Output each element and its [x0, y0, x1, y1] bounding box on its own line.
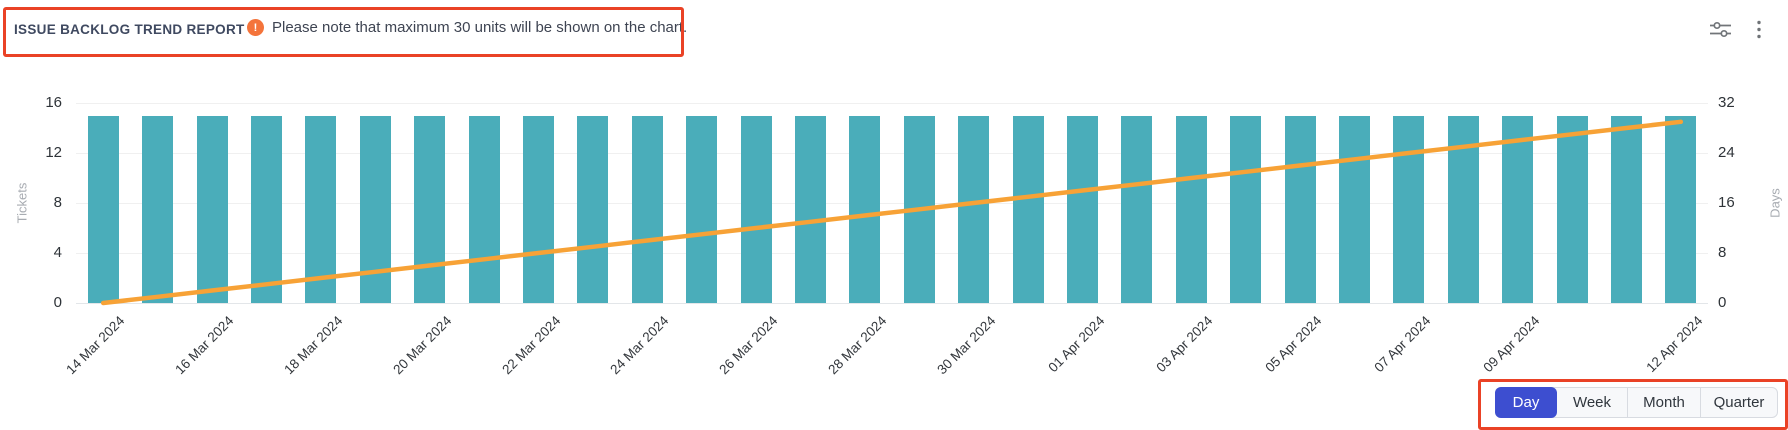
bar[interactable] [1665, 115, 1697, 303]
bar[interactable] [522, 115, 554, 303]
x-axis-tick-label: 16 Mar 2024 [172, 313, 237, 378]
page-title: ISSUE BACKLOG TREND REPORT [14, 22, 245, 37]
x-axis-tick-label: 20 Mar 2024 [390, 313, 455, 378]
x-axis-tick-label: 03 Apr 2024 [1153, 313, 1216, 376]
bar[interactable] [631, 115, 663, 303]
filter-sliders-button[interactable] [1707, 16, 1734, 43]
left-axis-tick-label: 4 [53, 244, 62, 261]
bar[interactable] [1230, 115, 1262, 303]
bar[interactable] [686, 115, 718, 303]
left-axis-tick-label: 16 [45, 94, 62, 111]
bar[interactable] [1556, 115, 1588, 303]
period-button-quarter[interactable]: Quarter [1700, 388, 1777, 417]
x-axis-tick-label: 30 Mar 2024 [934, 313, 999, 378]
bar[interactable] [468, 115, 500, 303]
period-button-day[interactable]: Day [1495, 387, 1557, 418]
x-axis-tick-label: 09 Apr 2024 [1480, 313, 1543, 376]
filter-sliders-icon [1710, 21, 1731, 38]
kebab-menu-icon [1757, 20, 1761, 39]
x-axis-tick-label: 14 Mar 2024 [63, 313, 128, 378]
bar[interactable] [1175, 115, 1207, 303]
bar[interactable] [359, 115, 391, 303]
period-button-week[interactable]: Week [1557, 388, 1627, 417]
bar[interactable] [305, 115, 337, 303]
bar[interactable] [794, 115, 826, 303]
bar[interactable] [740, 115, 772, 303]
x-axis-tick-label: 22 Mar 2024 [498, 313, 564, 378]
bar[interactable] [414, 115, 446, 303]
x-axis-tick-label: 12 Apr 2024 [1643, 313, 1706, 376]
gridline [76, 103, 1708, 104]
bar[interactable] [1338, 115, 1370, 303]
gridline [76, 303, 1708, 304]
left-axis-tick-label: 12 [45, 144, 62, 161]
bar[interactable] [1447, 115, 1479, 303]
x-axis-tick-label: 07 Apr 2024 [1371, 313, 1434, 376]
x-axis-tick-label: 05 Apr 2024 [1262, 313, 1325, 376]
period-switcher: Day Week Month Quarter [1495, 387, 1778, 418]
bar[interactable] [903, 115, 935, 303]
bar[interactable] [142, 115, 174, 303]
right-axis-tick-label: 0 [1718, 294, 1727, 311]
bar[interactable] [196, 115, 228, 303]
x-axis-tick-label: 24 Mar 2024 [607, 313, 672, 378]
x-axis-tick-label: 18 Mar 2024 [281, 313, 346, 378]
right-axis-tick-label: 24 [1718, 144, 1735, 161]
bar[interactable] [1012, 115, 1044, 303]
bar[interactable] [577, 115, 609, 303]
right-axis-tick-label: 16 [1718, 194, 1735, 211]
left-axis-tick-label: 8 [53, 194, 62, 211]
card-toolbar [1707, 16, 1764, 43]
bar[interactable] [1502, 115, 1534, 303]
bar[interactable] [849, 115, 881, 303]
right-axis-tick-label: 8 [1718, 244, 1727, 261]
kebab-menu-button[interactable] [1754, 16, 1764, 43]
bar[interactable] [1284, 115, 1316, 303]
bar[interactable] [1393, 115, 1425, 303]
bar[interactable] [958, 115, 990, 303]
bar[interactable] [87, 115, 119, 303]
bar[interactable] [1066, 115, 1098, 303]
bar[interactable] [1610, 115, 1642, 303]
right-axis-title: Days [1767, 188, 1783, 218]
bar[interactable] [250, 115, 282, 303]
x-axis-tick-label: 01 Apr 2024 [1044, 313, 1108, 376]
x-axis-tick-label: 28 Mar 2024 [825, 313, 890, 378]
period-button-month[interactable]: Month [1627, 388, 1700, 417]
x-axis-tick-label: 26 Mar 2024 [716, 313, 781, 378]
left-axis-tick-label: 0 [53, 294, 62, 311]
warning-circle-icon: ! [247, 19, 264, 36]
chart-note-text: Please note that maximum 30 units will b… [272, 19, 688, 36]
right-axis-tick-label: 32 [1718, 94, 1735, 111]
bar[interactable] [1121, 115, 1153, 303]
chart-note: ! Please note that maximum 30 units will… [247, 19, 687, 36]
